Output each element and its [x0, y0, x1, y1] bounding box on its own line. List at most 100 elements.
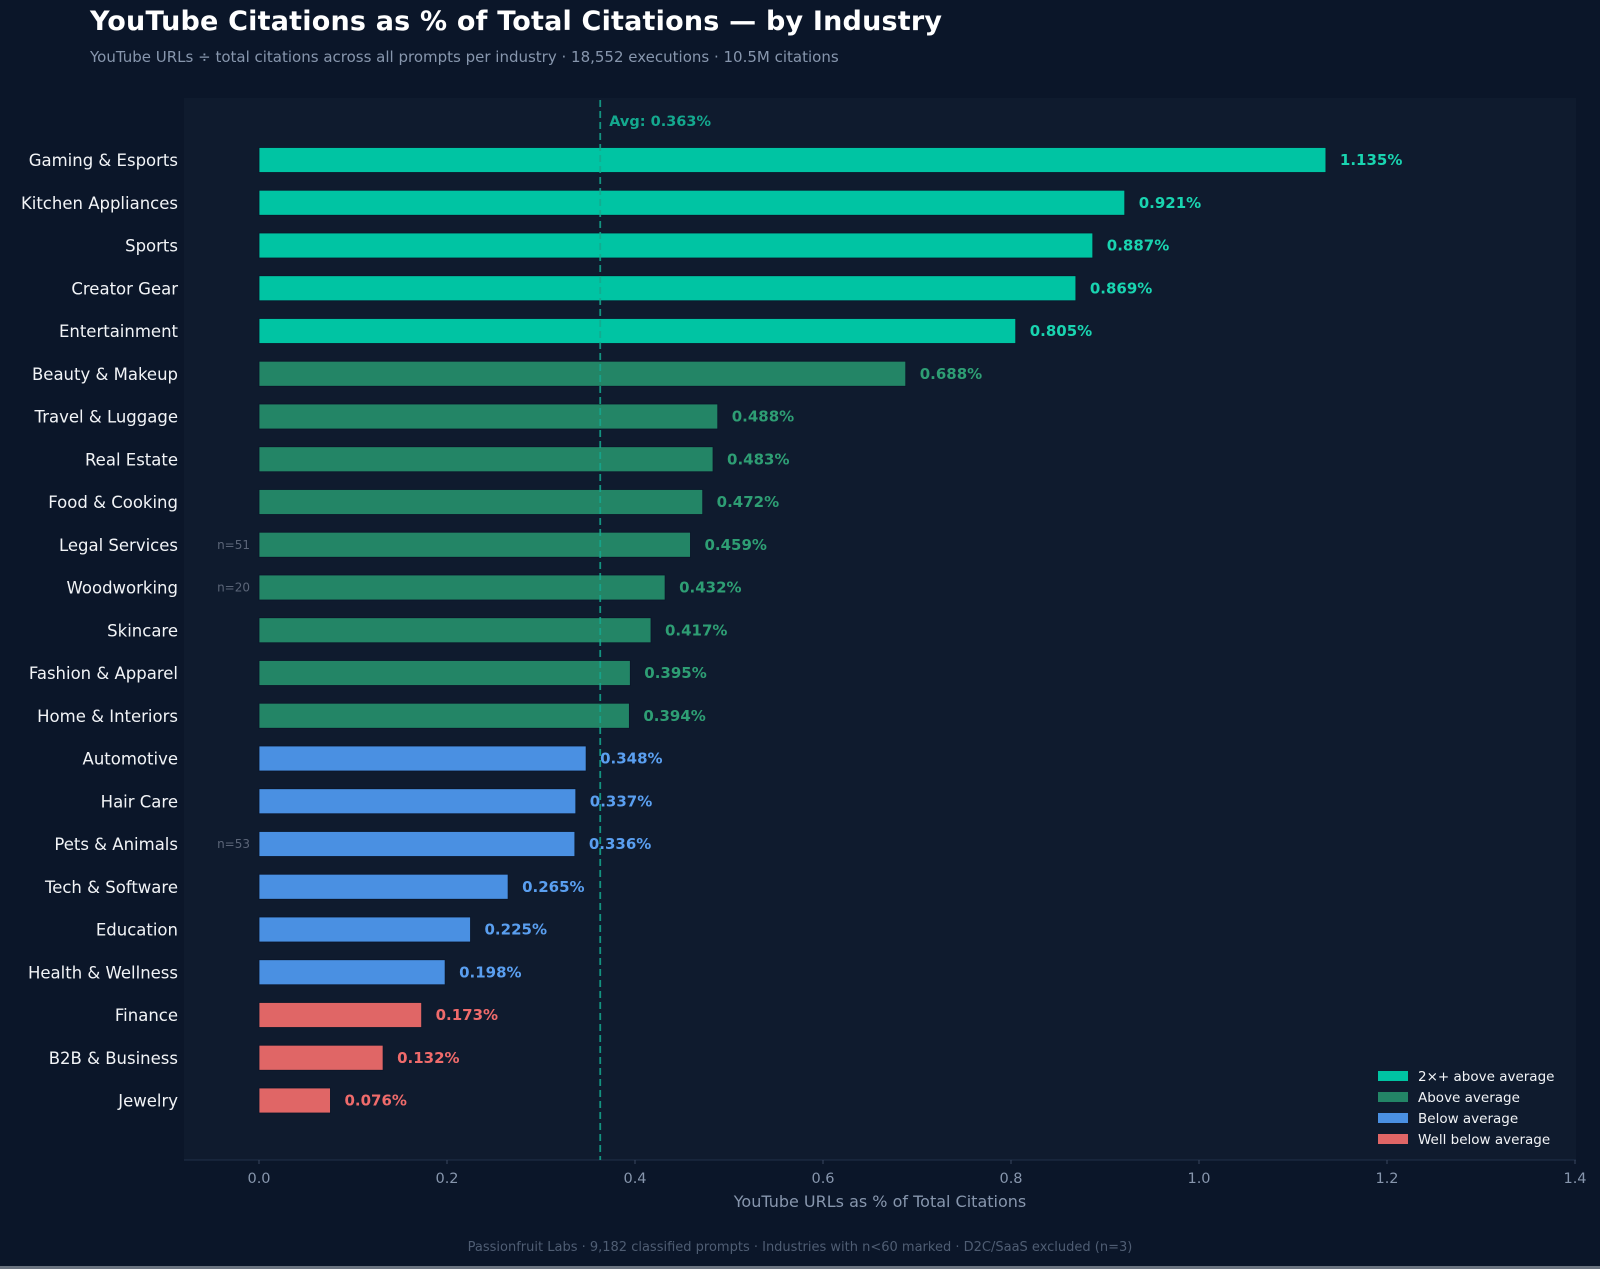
bar-row: Automotive 0.348%: [83, 745, 663, 772]
chart-title: YouTube Citations as % of Total Citation…: [90, 6, 943, 37]
bar-row: Pets & Animals 0.336% n=53: [54, 831, 651, 857]
category-label: Jewelry: [117, 1092, 178, 1111]
bar-row: Creator Gear 0.869%: [71, 275, 1152, 302]
legend-label: Below average: [1418, 1111, 1518, 1127]
x-tick-label: 1.2: [1375, 1171, 1398, 1187]
bar: [258, 275, 1077, 302]
legend-swatch: [1378, 1071, 1408, 1081]
legend: 2×+ above average Above average Below aver…: [1378, 1069, 1554, 1148]
x-tick-label: 1.0: [1187, 1171, 1210, 1187]
category-label: Travel & Luggage: [34, 408, 178, 427]
value-label: 0.348%: [600, 750, 662, 768]
bar: [258, 1087, 331, 1114]
legend-label: Above average: [1418, 1090, 1520, 1106]
bar-row: Sports 0.887%: [125, 232, 1169, 259]
bar: [258, 531, 691, 558]
bar: [258, 446, 714, 473]
category-label: Entertainment: [59, 322, 179, 341]
bar-row: Kitchen Appliances 0.921%: [21, 189, 1201, 216]
bar-row: Home & Interiors 0.394%: [37, 702, 706, 729]
value-label: 0.076%: [344, 1092, 406, 1110]
legend-item: Well below average: [1378, 1132, 1550, 1148]
bar-row: Legal Services 0.459% n=51: [59, 531, 767, 558]
average-label: Avg: 0.363%: [609, 114, 711, 130]
category-label: Creator Gear: [71, 279, 178, 298]
category-label: Sports: [125, 237, 178, 256]
bar-row: Fashion & Apparel 0.395%: [29, 660, 707, 686]
bar-row: Skincare 0.417%: [107, 617, 727, 644]
category-label: Skincare: [107, 621, 178, 640]
x-tick-label: 1.4: [1563, 1171, 1586, 1187]
category-label: Home & Interiors: [37, 707, 178, 726]
value-label: 0.417%: [665, 621, 727, 639]
category-label: Fashion & Apparel: [29, 664, 178, 683]
bar-row: Entertainment 0.805%: [59, 318, 1092, 344]
category-label: Food & Cooking: [48, 493, 178, 512]
value-label: 0.394%: [643, 707, 705, 725]
x-tick-label: 0.4: [623, 1171, 646, 1187]
sample-size-note: n=20: [217, 581, 250, 595]
bar: [258, 189, 1126, 216]
bar-row: Tech & Software 0.265%: [44, 873, 585, 900]
bar: [258, 617, 652, 644]
legend-label: Well below average: [1418, 1132, 1550, 1148]
bar-row: Real Estate 0.483%: [85, 446, 790, 473]
bar: [258, 147, 1327, 173]
average-group: Avg: 0.363%: [599, 100, 711, 1160]
category-label: Kitchen Appliances: [21, 194, 178, 213]
x-tick-label: 0.2: [435, 1171, 458, 1187]
chart-subtitle: YouTube URLs ÷ total citations across al…: [90, 48, 839, 66]
category-label: B2B & Business: [49, 1049, 178, 1068]
bar-row: Woodworking 0.432% n=20: [67, 574, 742, 601]
bar: [258, 1044, 384, 1071]
x-tick-label: 0.8: [999, 1171, 1022, 1187]
category-label: Finance: [115, 1006, 178, 1025]
sample-size-note: n=53: [217, 837, 250, 851]
value-label: 0.869%: [1090, 279, 1152, 297]
bar-row: Hair Care 0.337%: [101, 788, 652, 815]
value-label: 0.887%: [1107, 237, 1169, 255]
bar: [258, 702, 630, 729]
x-tick-label: 0.0: [247, 1171, 270, 1187]
x-ticks-group: 0.0 0.2 0.4 0.6 0.8 1.0 1.2 1.4: [247, 1160, 1587, 1187]
bar: [258, 360, 907, 387]
sample-size-note: n=51: [217, 538, 250, 552]
x-axis-title: YouTube URLs as % of Total Citations: [733, 1192, 1026, 1211]
bar-row: Health & Wellness 0.198%: [28, 959, 522, 986]
bar-row: Education 0.225%: [96, 916, 547, 943]
bar: [258, 745, 587, 772]
bar-row: Finance 0.173%: [115, 1002, 498, 1028]
value-label: 0.198%: [459, 963, 521, 981]
value-label: 0.921%: [1139, 194, 1201, 212]
category-label: Tech & Software: [44, 878, 178, 897]
bar: [258, 873, 509, 900]
value-label: 0.805%: [1030, 322, 1092, 340]
category-label: Woodworking: [67, 579, 178, 598]
bar: [258, 916, 471, 943]
bar: [258, 1002, 423, 1028]
value-label: 0.488%: [732, 408, 794, 426]
bar: [258, 403, 719, 430]
bar-row: Beauty & Makeup 0.688%: [32, 360, 982, 387]
value-label: 0.225%: [485, 921, 547, 939]
legend-swatch: [1378, 1092, 1408, 1102]
bar-row: Gaming & Esports 1.135%: [29, 147, 1402, 173]
bar: [258, 318, 1017, 344]
category-label: Gaming & Esports: [29, 151, 178, 170]
bar-row: Jewelry 0.076%: [117, 1087, 407, 1114]
bar-row: B2B & Business 0.132%: [49, 1044, 460, 1071]
value-label: 0.432%: [679, 579, 741, 597]
value-label: 0.688%: [920, 365, 982, 383]
value-label: 0.395%: [644, 664, 706, 682]
value-label: 0.336%: [589, 835, 651, 853]
legend-item: Above average: [1378, 1090, 1520, 1106]
bar: [258, 660, 631, 686]
category-label: Automotive: [83, 750, 178, 769]
value-label: 0.337%: [590, 792, 652, 810]
value-label: 1.135%: [1340, 151, 1402, 169]
legend-item: 2×+ above average: [1378, 1069, 1554, 1085]
category-label: Real Estate: [85, 450, 178, 469]
category-label: Health & Wellness: [28, 963, 178, 982]
legend-swatch: [1378, 1134, 1408, 1144]
bar-row: Food & Cooking 0.472%: [48, 489, 779, 515]
